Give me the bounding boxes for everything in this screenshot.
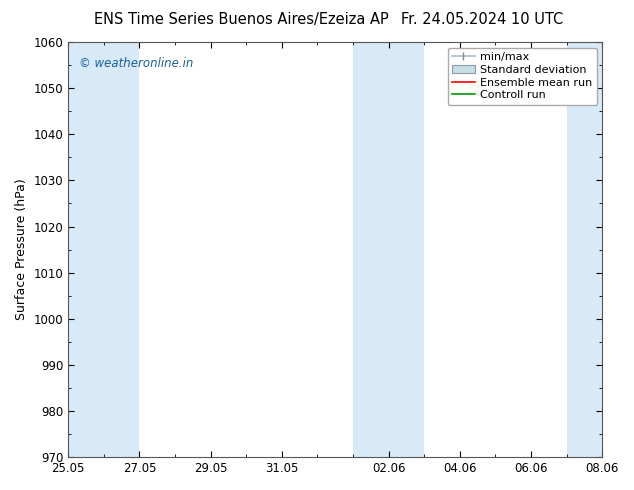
- Bar: [68, 42, 139, 457]
- Text: Fr. 24.05.2024 10 UTC: Fr. 24.05.2024 10 UTC: [401, 12, 563, 27]
- Y-axis label: Surface Pressure (hPa): Surface Pressure (hPa): [15, 179, 28, 320]
- Bar: [567, 42, 602, 457]
- Text: ENS Time Series Buenos Aires/Ezeiza AP: ENS Time Series Buenos Aires/Ezeiza AP: [94, 12, 388, 27]
- Legend: min/max, Standard deviation, Ensemble mean run, Controll run: min/max, Standard deviation, Ensemble me…: [448, 48, 597, 105]
- Text: © weatheronline.in: © weatheronline.in: [79, 56, 193, 70]
- Bar: [353, 42, 424, 457]
